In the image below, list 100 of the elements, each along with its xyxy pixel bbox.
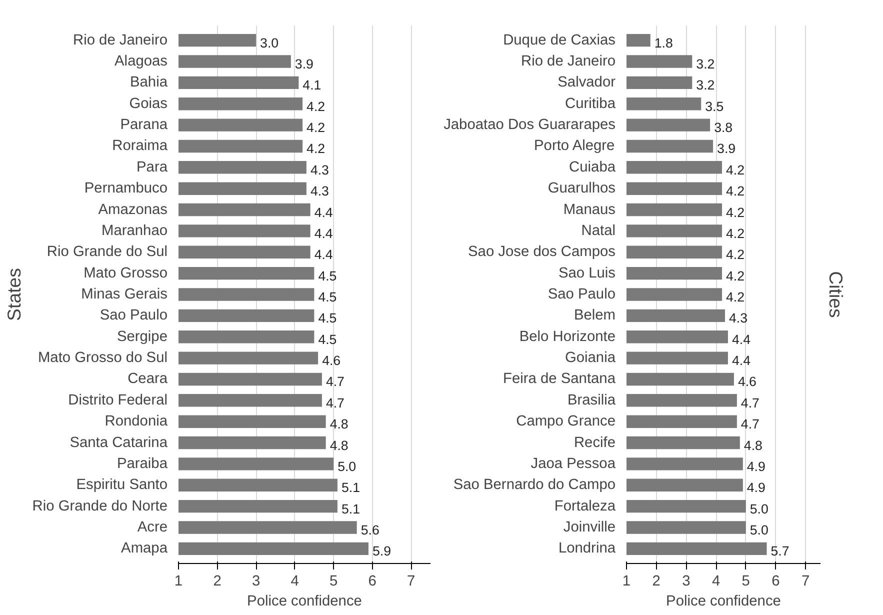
y-tick-label: Goiania	[564, 350, 616, 366]
y-tick-label: Maranhao	[102, 222, 168, 239]
data-label: 4.7	[326, 395, 344, 410]
data-label: 4.7	[740, 395, 760, 410]
data-label: 4.2	[726, 268, 745, 284]
y-tick-label: Rio Grande do Norte	[32, 498, 168, 514]
y-tick-label: Feira de Santana	[503, 371, 616, 388]
y-tick-label: Guarulhos	[548, 180, 616, 197]
data-label: 4.2	[726, 247, 745, 262]
data-label: 4.2	[726, 226, 745, 241]
data-label: 4.6	[322, 353, 341, 368]
x-tick-label: 2	[652, 574, 660, 590]
y-tick-label: Belo Horizonte	[519, 328, 616, 345]
data-label: 4.4	[732, 332, 752, 347]
data-label: 5.0	[338, 458, 356, 474]
data-label: 5.1	[341, 501, 360, 516]
data-label: 4.5	[318, 290, 337, 304]
x-tick-label: 1	[174, 574, 183, 590]
data-label: 4.2	[306, 141, 326, 156]
y-tick-label: Recife	[574, 434, 616, 451]
data-label: 4.1	[302, 78, 322, 93]
y-tick-label: Rondonia	[104, 414, 168, 430]
y-tick-label: Roraima	[112, 138, 168, 154]
data-label: 4.3	[728, 310, 748, 326]
data-label: 5.0	[750, 501, 768, 516]
x-tick-label: 2	[213, 574, 222, 590]
data-label: 4.3	[310, 162, 329, 178]
y-axis-title: Cities	[826, 271, 846, 318]
data-label: 5.1	[341, 480, 360, 496]
y-tick-label: Sao Jose dos Campos	[468, 244, 616, 260]
x-axis-title: Police confidence	[247, 594, 362, 610]
data-label: 5.9	[372, 544, 391, 559]
y-tick-label: Alagoas	[114, 54, 168, 70]
y-tick-label: Rio de Janeiro	[72, 32, 168, 48]
y-tick-label: Acre	[137, 519, 168, 536]
y-tick-label: Joinville	[563, 519, 616, 536]
y-tick-label: Parana	[120, 117, 168, 134]
y-tick-label: Espiritu Santo	[76, 477, 168, 494]
y-tick-label: Jaoa Pessoa	[530, 456, 616, 472]
data-label: 4.5	[318, 268, 337, 284]
y-tick-label: Sergipe	[116, 328, 168, 345]
y-tick-label: Belem	[574, 308, 616, 324]
y-tick-label: Campo Grance	[516, 414, 616, 430]
data-label: 3.9	[717, 141, 736, 156]
y-tick-label: Londrina	[558, 540, 616, 557]
data-label: 3.2	[696, 78, 715, 93]
y-tick-label: Sao Paulo	[100, 308, 168, 324]
y-tick-label: Jaboatao Dos Guararapes	[444, 117, 616, 134]
data-label: 5.0	[750, 522, 768, 538]
data-label: 4.4	[314, 226, 334, 241]
x-tick-label: 5	[742, 574, 750, 590]
data-label: 4.7	[326, 374, 344, 390]
x-tick-label: 6	[368, 574, 376, 590]
x-tick-label: 4	[290, 574, 299, 590]
data-label: 3.2	[696, 56, 715, 72]
x-tick-label: 3	[252, 574, 260, 590]
y-tick-label: Pernambuco	[84, 180, 168, 197]
data-label: 4.9	[746, 458, 766, 474]
data-label: 4.2	[726, 162, 745, 178]
data-label: 4.4	[732, 353, 752, 368]
y-tick-label: Salvador	[558, 74, 616, 91]
data-label: 4.3	[310, 184, 329, 199]
y-tick-label: Bahia	[130, 74, 168, 91]
data-label: 4.2	[726, 290, 745, 304]
y-tick-label: Sao Bernardo do Campo	[453, 477, 616, 494]
y-tick-label: Fortaleza	[554, 498, 616, 514]
x-tick-label: 4	[712, 574, 720, 590]
y-tick-label: Paraiba	[116, 456, 168, 472]
y-tick-label: Santa Catarina	[70, 434, 168, 451]
y-tick-label: Rio de Janeiro	[520, 54, 616, 70]
y-tick-label: Para	[136, 159, 168, 176]
data-label: 4.5	[318, 332, 337, 347]
y-tick-label: Distrito Federal	[68, 392, 168, 408]
y-tick-label: Curitiba	[564, 96, 616, 112]
data-label: 5.7	[770, 544, 790, 559]
x-tick-label: 1	[622, 574, 631, 590]
y-tick-label: Mato Grosso	[84, 265, 168, 282]
data-label: 4.6	[738, 374, 756, 390]
data-label: 4.8	[330, 416, 348, 432]
y-tick-label: Duque de Caxias	[503, 32, 616, 48]
data-label: 4.7	[740, 416, 760, 432]
x-tick-label: 5	[330, 574, 338, 590]
data-label: 4.2	[726, 204, 745, 220]
y-tick-label: Rio Grande do Sul	[46, 244, 168, 260]
y-tick-label: Brasilia	[567, 392, 616, 408]
data-label: 4.5	[318, 310, 337, 326]
y-tick-label: Minas Gerais	[81, 286, 168, 302]
y-axis-title: States	[3, 268, 24, 321]
data-label: 4.8	[330, 438, 348, 453]
x-tick-label: 3	[682, 574, 690, 590]
data-label: 3.8	[714, 120, 733, 136]
data-label: 1.8	[654, 35, 673, 50]
x-tick-label: 6	[772, 574, 780, 590]
data-label: 3.0	[260, 35, 279, 50]
y-tick-label: Sao Luis	[558, 265, 616, 282]
x-tick-label: 7	[802, 574, 810, 590]
y-tick-label: Natal	[581, 222, 616, 239]
data-label: 3.9	[294, 56, 314, 72]
data-label: 4.4	[314, 204, 334, 220]
y-tick-label: Goias	[129, 96, 168, 112]
